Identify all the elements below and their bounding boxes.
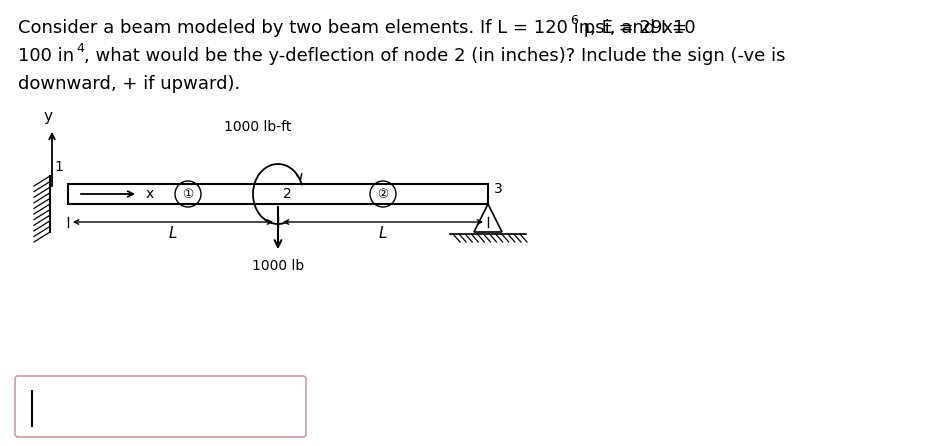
Text: 1000 lb-ft: 1000 lb-ft bbox=[224, 120, 291, 134]
Text: 100 in: 100 in bbox=[18, 47, 74, 65]
Text: 4: 4 bbox=[76, 42, 83, 55]
Text: ②: ② bbox=[377, 187, 388, 201]
Text: 2: 2 bbox=[283, 187, 291, 201]
Text: psi, and I =: psi, and I = bbox=[578, 19, 686, 37]
Text: ①: ① bbox=[183, 187, 194, 201]
Text: Consider a beam modeled by two beam elements. If L = 120 in, E = 29x10: Consider a beam modeled by two beam elem… bbox=[18, 19, 695, 37]
Text: x: x bbox=[146, 187, 154, 201]
Text: 6: 6 bbox=[569, 14, 578, 27]
Text: 3: 3 bbox=[493, 182, 502, 196]
Text: 1: 1 bbox=[54, 160, 63, 174]
Text: downward, + if upward).: downward, + if upward). bbox=[18, 75, 240, 93]
Bar bbox=[68, 184, 488, 204]
Text: y: y bbox=[44, 109, 53, 124]
FancyBboxPatch shape bbox=[15, 376, 306, 437]
Text: L: L bbox=[169, 226, 177, 241]
Text: 1000 lb: 1000 lb bbox=[251, 259, 304, 273]
Text: , what would be the y-deflection of node 2 (in inches)? Include the sign (-ve is: , what would be the y-deflection of node… bbox=[84, 47, 784, 65]
Text: L: L bbox=[378, 226, 387, 241]
